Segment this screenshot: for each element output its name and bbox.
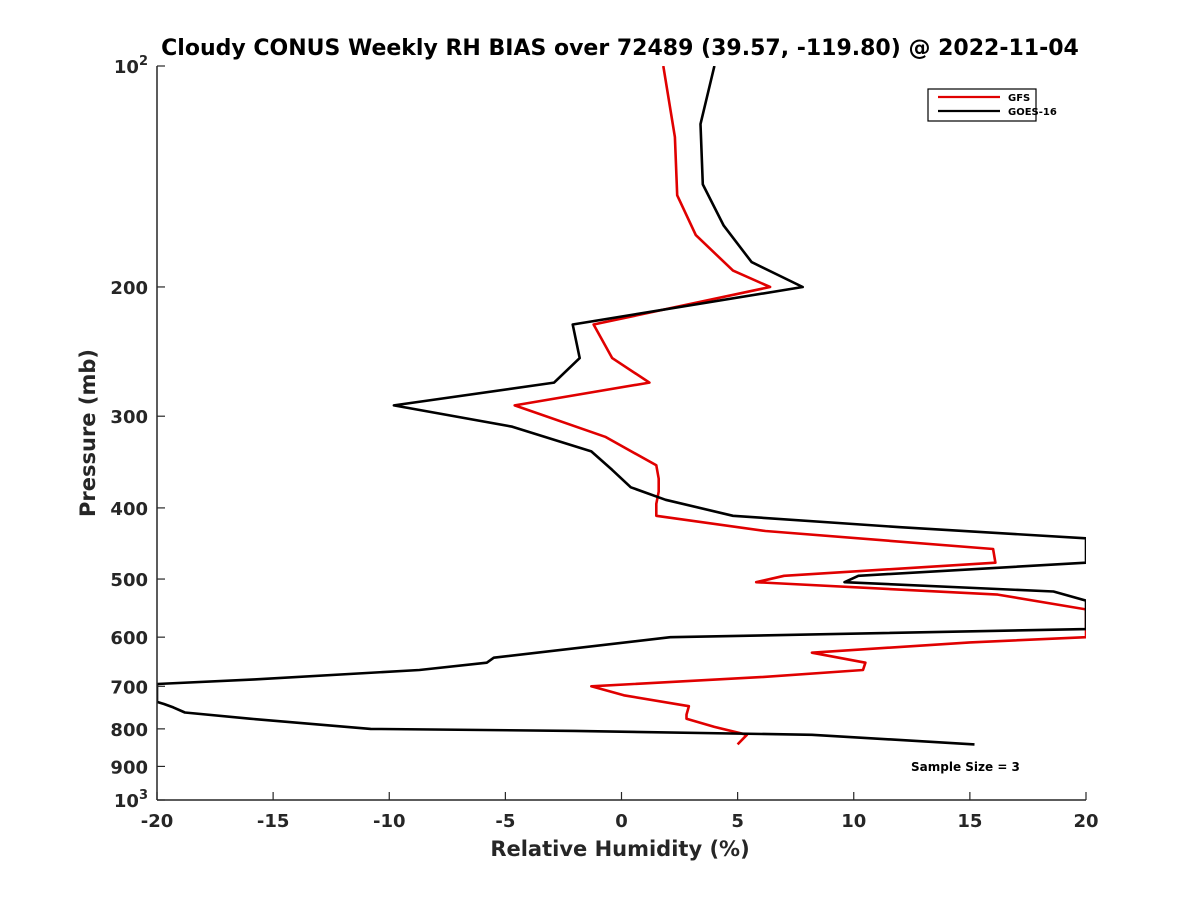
y-tick-label: 400 bbox=[110, 499, 148, 520]
y-tick-label: 300 bbox=[110, 407, 148, 428]
y-tick-label: 800 bbox=[110, 720, 148, 741]
y-tick-label: 700 bbox=[110, 677, 148, 698]
y-tick-label: 200 bbox=[110, 278, 148, 299]
x-ticks: -20 -15 -10 -5 0 5 10 15 20 bbox=[141, 792, 1099, 832]
legend-label-goes16: GOES-16 bbox=[1008, 107, 1057, 118]
x-tick-label: 15 bbox=[957, 811, 982, 832]
y-tick-label: 103 bbox=[114, 788, 148, 812]
x-tick-label: -10 bbox=[373, 811, 406, 832]
series-line-goes16 bbox=[157, 66, 1086, 746]
series-line-gfs bbox=[513, 66, 1086, 746]
y-tick-label: 102 bbox=[114, 54, 148, 78]
legend[interactable]: GFS GOES-16 bbox=[927, 88, 1057, 122]
y-ticks: 102 200 300 400 500 600 700 800 900 103 bbox=[110, 54, 165, 812]
legend-label-gfs: GFS bbox=[1008, 93, 1030, 104]
series-layer bbox=[157, 66, 1086, 746]
x-axis-label: Relative Humidity (%) bbox=[490, 837, 749, 861]
sample-size-annotation: Sample Size = 3 bbox=[911, 760, 1020, 774]
x-tick-label: 10 bbox=[841, 811, 866, 832]
y-axis-label: Pressure (mb) bbox=[76, 349, 100, 517]
chart-title: Cloudy CONUS Weekly RH BIAS over 72489 (… bbox=[161, 36, 1079, 61]
x-tick-label: -20 bbox=[141, 811, 174, 832]
legend-box bbox=[927, 88, 1037, 122]
x-tick-label: 5 bbox=[731, 811, 744, 832]
y-tick-label: 900 bbox=[110, 757, 148, 778]
x-tick-label: 0 bbox=[615, 811, 628, 832]
x-tick-label: 20 bbox=[1073, 811, 1098, 832]
y-tick-label: 600 bbox=[110, 628, 148, 649]
x-tick-label: -5 bbox=[495, 811, 515, 832]
x-tick-label: -15 bbox=[257, 811, 290, 832]
axes-layer bbox=[156, 66, 1086, 801]
y-tick-label: 500 bbox=[110, 570, 148, 591]
